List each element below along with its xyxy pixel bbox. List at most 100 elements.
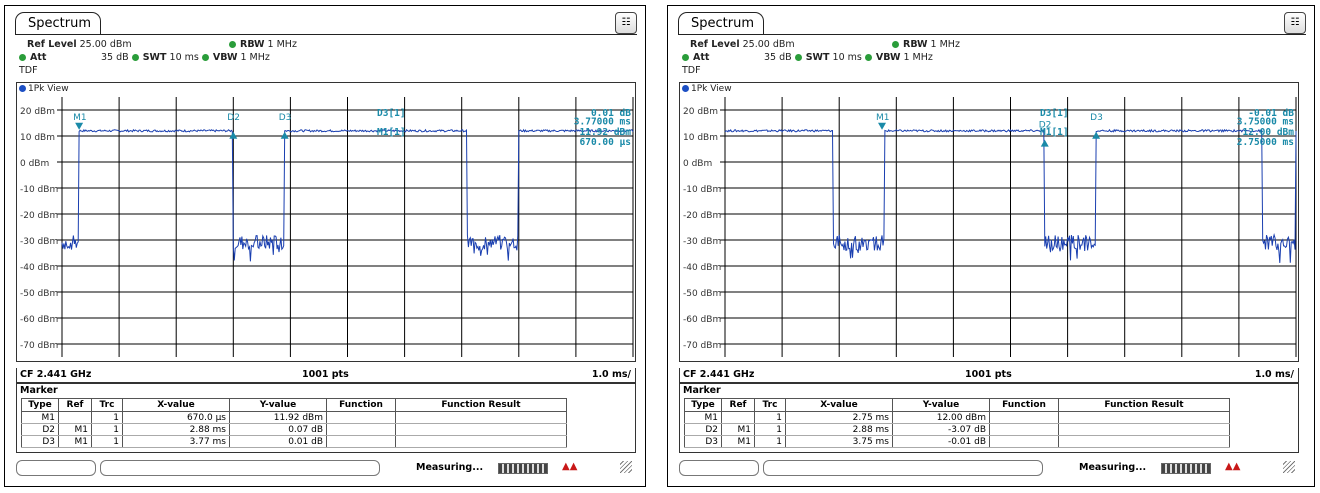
marker-cell-empty bbox=[326, 435, 396, 448]
spectrum-trace bbox=[61, 128, 634, 262]
marker-cell-empty bbox=[326, 423, 396, 436]
marker-cell-y: 12.00 dBm bbox=[892, 411, 990, 424]
status-field-1[interactable] bbox=[679, 460, 759, 476]
swt-status-dot bbox=[131, 54, 139, 61]
center-frequency: CF 2.441 GHz bbox=[683, 369, 755, 380]
marker-cell-empty bbox=[395, 423, 567, 436]
marker-cell-x: 2.88 ms bbox=[122, 423, 230, 436]
status-bar: Measuring... ▲▲ bbox=[679, 458, 1299, 478]
marker-header-ref: Ref bbox=[58, 398, 92, 412]
y-tick-label: -20 dBm bbox=[683, 211, 721, 221]
rbw-label: RBW bbox=[903, 39, 928, 50]
marker-label: D2 bbox=[227, 113, 240, 123]
view-label: 1Pk View bbox=[19, 84, 69, 94]
measuring-status: Measuring... bbox=[416, 462, 484, 473]
marker-cell-empty bbox=[1058, 423, 1230, 436]
marker-table: Type Ref Trc X-value Y-value Function Function… bbox=[21, 398, 567, 448]
marker-cell-ref bbox=[58, 411, 92, 424]
marker-cell-y: 0.07 dB bbox=[229, 423, 327, 436]
tick-label-bg bbox=[680, 156, 720, 168]
trace-display[interactable]: 20 dBm 10 dBm 0 dBm -10 dBm -20 dBm -30 dBm -4… bbox=[679, 82, 1299, 362]
marker-header-function-result: Function Result bbox=[395, 398, 567, 412]
tick-label-bg bbox=[17, 104, 57, 116]
resize-grip-icon[interactable] bbox=[620, 461, 632, 473]
readout-value: 3.75000 ms bbox=[1237, 116, 1294, 127]
tick-label-bg bbox=[680, 208, 720, 220]
status-field-1[interactable] bbox=[16, 460, 96, 476]
resize-grip-icon[interactable] bbox=[1283, 461, 1295, 473]
marker-row[interactable]: M1 1 2.75 ms 12.00 dBm bbox=[684, 411, 1230, 424]
status-bar: Measuring... ▲▲ bbox=[16, 458, 636, 478]
y-tick-label: -10 dBm bbox=[683, 185, 721, 195]
marker-m1-icon bbox=[75, 122, 84, 130]
center-frequency: CF 2.441 GHz bbox=[20, 369, 92, 380]
marker-cell-trc: 1 bbox=[91, 435, 123, 448]
swt-value: 10 ms bbox=[832, 52, 862, 63]
marker-row[interactable]: D2 M1 1 2.88 ms -3.07 dB bbox=[684, 423, 1230, 436]
readout-value: 12.00 dBm bbox=[1243, 127, 1295, 138]
y-tick-label: -40 dBm bbox=[20, 263, 58, 273]
marker-row[interactable]: D3 M1 1 3.75 ms -0.01 dB bbox=[684, 435, 1230, 448]
view-label-text: 1Pk View bbox=[691, 84, 732, 94]
status-field-2[interactable] bbox=[763, 460, 1043, 476]
readout-label: M1[1] bbox=[377, 127, 406, 138]
marker-cell-x: 2.75 ms bbox=[785, 411, 893, 424]
marker-cell-y: 11.92 dBm bbox=[229, 411, 327, 424]
vbw-label: VBW bbox=[875, 52, 901, 63]
readout-value: 11.92 dBm bbox=[580, 127, 632, 138]
vbw-label: VBW bbox=[212, 52, 238, 63]
y-tick-label: -30 dBm bbox=[683, 237, 721, 247]
marker-header-type: Type bbox=[684, 398, 722, 412]
menu-icon[interactable]: ☷ bbox=[1284, 12, 1306, 34]
y-tick-label: -60 dBm bbox=[20, 315, 58, 325]
menu-icon[interactable]: ☷ bbox=[615, 12, 637, 34]
tick-label-bg bbox=[17, 234, 57, 246]
ref-level-label: Ref Level bbox=[690, 39, 740, 50]
marker-cell-type: D3 bbox=[684, 435, 722, 448]
time-per-division: 1.0 ms/ bbox=[591, 369, 631, 380]
spectrum-tab[interactable]: Spectrum bbox=[678, 12, 764, 34]
marker-header-function: Function bbox=[326, 398, 396, 412]
marker-cell-empty bbox=[989, 411, 1059, 424]
spectrum-tab[interactable]: Spectrum bbox=[15, 12, 101, 34]
tick-label-bg bbox=[680, 182, 720, 194]
rbw-value: 1 MHz bbox=[267, 39, 297, 50]
marker-m1-icon bbox=[878, 122, 887, 130]
marker-cell-type: D2 bbox=[21, 423, 59, 436]
readout-value: 0.01 dB bbox=[591, 108, 631, 119]
marker-row[interactable]: D2 M1 1 2.88 ms 0.07 dB bbox=[21, 423, 567, 436]
marker-d2-icon bbox=[1040, 139, 1049, 147]
marker-cell-empty bbox=[1058, 411, 1230, 424]
rbw-label: RBW bbox=[240, 39, 265, 50]
marker-cell-y: -0.01 dB bbox=[892, 435, 990, 448]
tick-label-bg bbox=[17, 156, 57, 168]
marker-cell-ref: M1 bbox=[58, 435, 92, 448]
tick-label-bg bbox=[680, 130, 720, 142]
marker-header-x-value: X-value bbox=[122, 398, 230, 412]
status-field-2[interactable] bbox=[100, 460, 380, 476]
marker-cell-trc: 1 bbox=[754, 411, 786, 424]
rbw-value: 1 MHz bbox=[930, 39, 960, 50]
rbw-status-dot bbox=[229, 41, 236, 48]
y-tick-label: -50 dBm bbox=[683, 289, 721, 299]
marker-d3-icon bbox=[1092, 131, 1101, 139]
tick-label-bg bbox=[17, 130, 57, 142]
trace-display[interactable]: 20 dBm 10 dBm 0 dBm -10 dBm -20 dBm -30 dBm -4… bbox=[16, 82, 636, 362]
marker-d3-icon bbox=[280, 131, 289, 139]
marker-row[interactable]: M1 1 670.0 µs 11.92 dBm bbox=[21, 411, 567, 424]
spectrum-trace bbox=[724, 128, 1297, 263]
instrument-logo: ▲▲ bbox=[1225, 461, 1241, 472]
marker-cell-trc: 1 bbox=[91, 423, 123, 436]
trace-indicator-icon bbox=[682, 85, 689, 92]
rbw-status-dot bbox=[892, 41, 899, 48]
instrument-logo: ▲▲ bbox=[562, 461, 578, 472]
marker-row[interactable]: D3 M1 1 3.77 ms 0.01 dB bbox=[21, 435, 567, 448]
y-tick-label: -50 dBm bbox=[20, 289, 58, 299]
att-status-dot bbox=[682, 54, 689, 61]
marker-cell-trc: 1 bbox=[754, 423, 786, 436]
marker-header-trc: Trc bbox=[754, 398, 786, 412]
marker-cell-empty bbox=[395, 411, 567, 424]
marker-cell-empty bbox=[989, 435, 1059, 448]
vbw-value: 1 MHz bbox=[903, 52, 933, 63]
marker-cell-ref: M1 bbox=[58, 423, 92, 436]
